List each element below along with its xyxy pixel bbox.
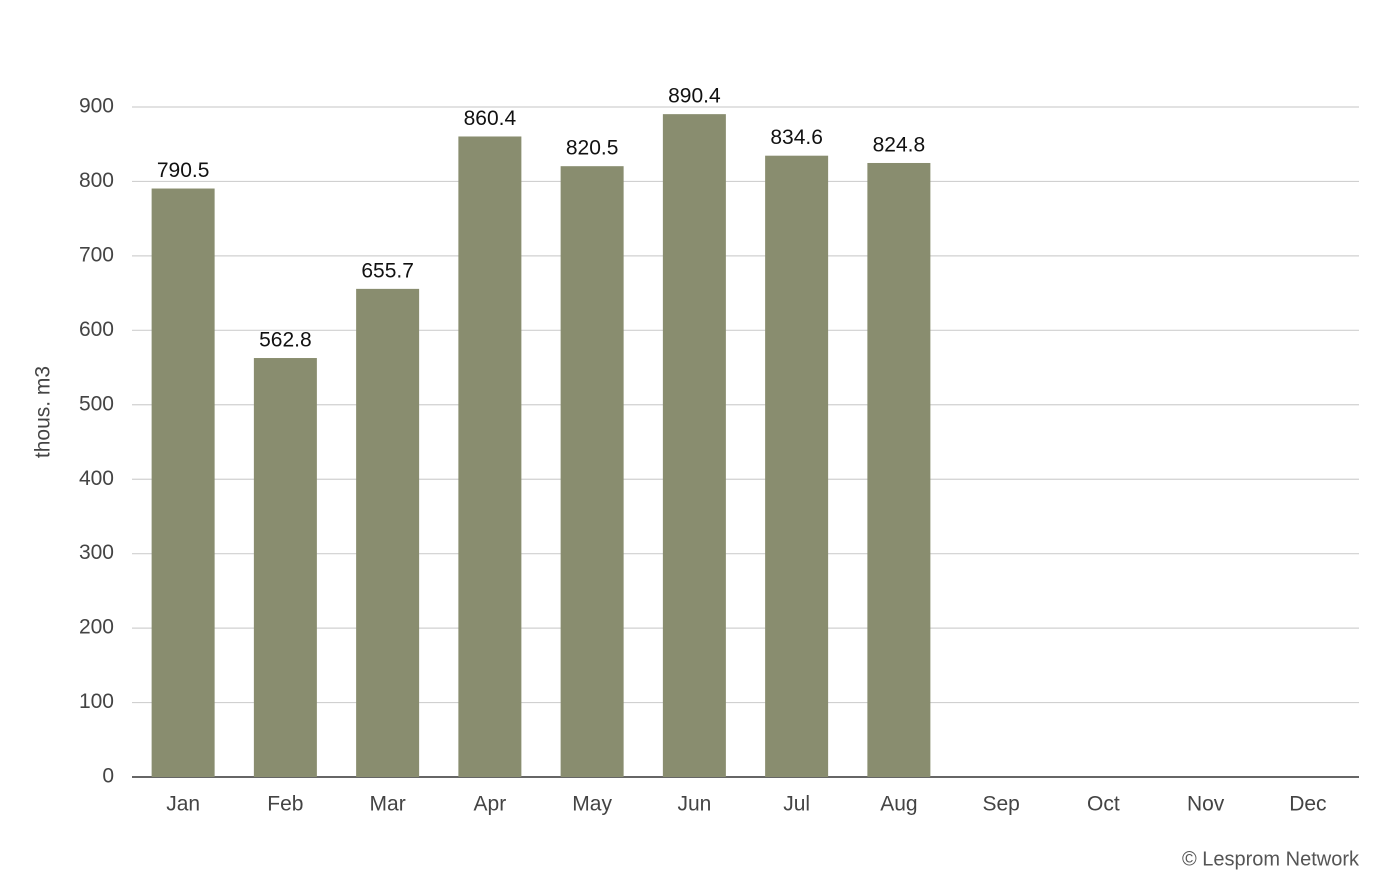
y-tick-label: 100 bbox=[79, 690, 114, 713]
bar bbox=[356, 288, 420, 777]
y-axis-label: thous. m3 bbox=[32, 366, 55, 458]
x-tick-label: Dec bbox=[1289, 793, 1326, 816]
y-tick-label: 400 bbox=[79, 467, 114, 490]
x-tick-label: Jan bbox=[166, 793, 200, 816]
bar bbox=[458, 136, 522, 778]
x-tick-label: Apr bbox=[474, 793, 507, 816]
y-tick-label: 300 bbox=[79, 541, 114, 564]
bar bbox=[151, 188, 215, 777]
x-tick-label: Jun bbox=[677, 793, 711, 816]
x-tick-label: Aug bbox=[880, 793, 917, 816]
y-tick-label: 500 bbox=[79, 392, 114, 415]
y-tick-label: 200 bbox=[79, 616, 114, 639]
y-tick-label: 900 bbox=[79, 95, 114, 118]
bar bbox=[253, 358, 317, 777]
data-label: 824.8 bbox=[873, 134, 926, 157]
x-tick-label: Feb bbox=[267, 793, 303, 816]
y-tick-label: 700 bbox=[79, 243, 114, 266]
x-tick-label: Mar bbox=[370, 793, 406, 816]
data-label: 860.4 bbox=[464, 107, 517, 130]
bar bbox=[867, 162, 931, 777]
data-label: 655.7 bbox=[361, 259, 414, 282]
data-label: 820.5 bbox=[566, 137, 619, 160]
data-label: 834.6 bbox=[770, 126, 823, 149]
bar bbox=[560, 166, 624, 777]
data-label: 790.5 bbox=[157, 159, 210, 182]
bar bbox=[662, 114, 726, 777]
x-tick-label: Oct bbox=[1087, 793, 1120, 816]
source: © Lesprom Network bbox=[1182, 848, 1360, 870]
data-label: 890.4 bbox=[668, 85, 721, 108]
y-tick-label: 600 bbox=[79, 318, 114, 341]
y-tick-label: 800 bbox=[79, 169, 114, 192]
x-tick-label: Nov bbox=[1187, 793, 1225, 816]
data-label: 562.8 bbox=[259, 329, 312, 352]
bar bbox=[765, 155, 829, 778]
y-tick-label: 0 bbox=[102, 765, 114, 788]
x-tick-label: May bbox=[572, 793, 612, 816]
x-tick-label: Sep bbox=[982, 793, 1019, 816]
x-tick-label: Jul bbox=[783, 793, 810, 816]
